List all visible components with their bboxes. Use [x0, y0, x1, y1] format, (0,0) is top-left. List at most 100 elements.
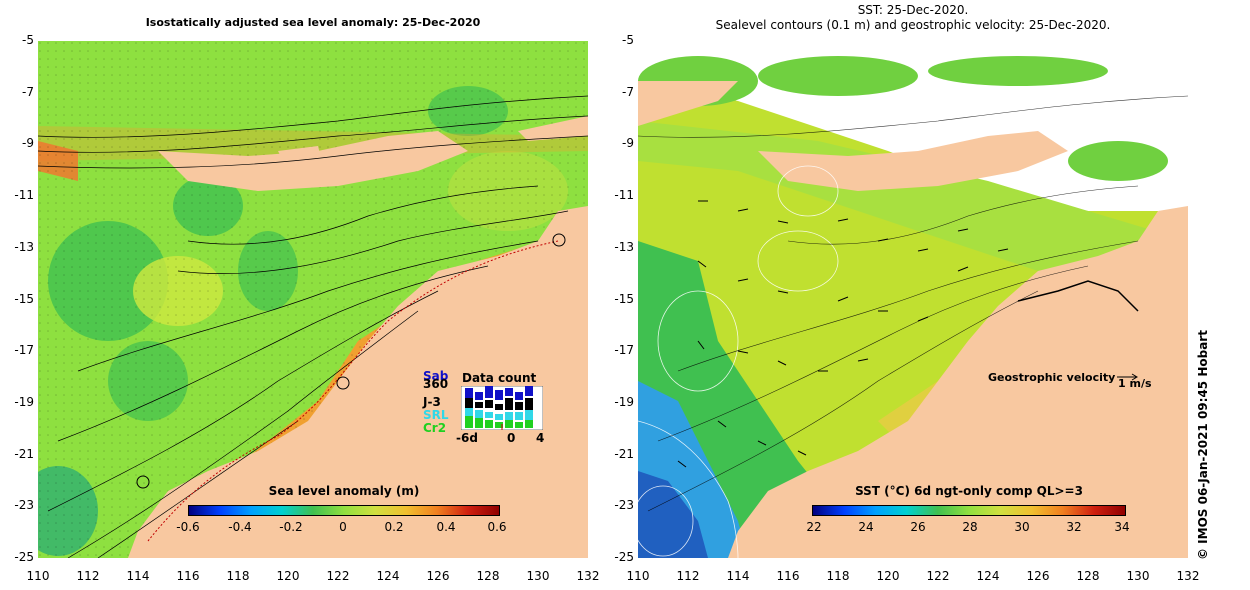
longitude-tick-label: 130: [526, 569, 550, 583]
legend-360: 360: [423, 377, 449, 391]
latitude-tick-label: -23: [614, 498, 634, 513]
longitude-tick-label: 114: [126, 569, 150, 583]
tide-gauge-site: [336, 376, 350, 390]
sla-cb-tick: -0.6: [176, 520, 200, 534]
tide-gauge-site: [136, 475, 150, 489]
longitude-tick-label: 118: [226, 569, 250, 583]
latitude-tick-label: -25: [14, 550, 34, 564]
latitude-tick-label: -17: [614, 343, 634, 358]
longitude-tick-label: 126: [426, 569, 450, 583]
legend-cr2: Cr2: [423, 421, 447, 435]
latitude-tick-label: -21: [614, 446, 634, 461]
land-australia: [728, 206, 1188, 558]
velocity-scale-arrow-icon: [1117, 373, 1138, 381]
data-count-bars: [461, 386, 543, 430]
longitude-tick-label: 122: [326, 569, 350, 583]
latitude-tick-label: -13: [614, 239, 634, 254]
legend-j3: J-3: [423, 395, 441, 409]
longitude-tick-label: 124: [976, 569, 1000, 583]
longitude-tick-label: 120: [876, 569, 900, 583]
latitude-tick-label: -11: [14, 188, 34, 203]
sealevel-contours: [638, 165, 839, 558]
right-title-line1: SST: 25-Dec-2020.: [857, 3, 969, 17]
latitude-tick-label: -13: [14, 239, 34, 254]
latitude-tick-label: -15: [14, 291, 34, 306]
sla-cb-tick: 0: [339, 520, 347, 534]
longitude-tick-label: 120: [276, 569, 300, 583]
longitude-tick-label: 128: [476, 569, 500, 583]
longitude-tick-label: 126: [1026, 569, 1050, 583]
right-panel-title: SST: 25-Dec-2020. Sealevel contours (0.1…: [638, 3, 1188, 33]
longitude-tick-label: 116: [176, 569, 200, 583]
longitude-tick-label: 116: [776, 569, 800, 583]
sst-map: [638, 41, 1188, 558]
velocity-arrows: [677, 200, 1009, 468]
latitude-tick-label: -17: [14, 343, 34, 358]
data-count-tick: -6d: [456, 431, 478, 445]
sla-cb-tick: -0.4: [228, 520, 252, 534]
latitude-tick-label: -15: [614, 291, 634, 306]
sla-colorbar: [188, 505, 500, 516]
longitude-tick-label: 122: [926, 569, 950, 583]
land-australia: [128, 206, 588, 558]
bathymetry-contours: [38, 95, 588, 558]
geostrophic-velocity-label: Geostrophic velocity: [988, 371, 1116, 384]
data-count-tick: 0: [507, 431, 516, 445]
sla-cb-tick: 0.6: [487, 520, 507, 534]
land-islands: [758, 131, 1068, 191]
sla-cb-tick: 0.4: [436, 520, 456, 534]
land-island: [518, 116, 588, 141]
legend-srl: SRL: [423, 408, 449, 422]
longitude-tick-label: 112: [76, 569, 100, 583]
bar-group: [465, 386, 533, 428]
latitude-tick-label: -7: [22, 84, 34, 99]
longitude-tick-label: 110: [26, 569, 50, 583]
sla-map: [38, 41, 588, 558]
legend-sab: Sab: [423, 369, 449, 383]
latitude-tick-label: -9: [22, 136, 34, 151]
longitude-tick-label: 130: [1126, 569, 1150, 583]
coast-dotted-line: [147, 240, 559, 542]
latitude-tick-label: -9: [622, 136, 634, 151]
tide-gauge-site: [552, 233, 566, 247]
left-panel-title: Isostatically adjusted sea level anomaly…: [145, 16, 481, 29]
sst-cb-tick: 24: [858, 520, 874, 534]
sst-colorbar-label: SST (°C) 6d ngt-only comp QL>=3: [855, 484, 1083, 498]
longitude-tick-label: 110: [626, 569, 650, 583]
latitude-tick-label: -19: [614, 394, 634, 409]
sst-map-canvas: [638, 41, 1188, 558]
land-island: [278, 146, 323, 171]
latitude-tick-label: -11: [614, 188, 634, 203]
longitude-tick-label: 112: [676, 569, 700, 583]
latitude-tick-label: -23: [14, 498, 34, 513]
sst-cb-tick: 26: [910, 520, 926, 534]
sla-colorbar-label: Sea level anomaly (m): [268, 484, 420, 498]
longitude-tick-label: 118: [826, 569, 850, 583]
right-title-line2: Sealevel contours (0.1 m) and geostrophi…: [715, 18, 1111, 32]
data-count-title: Data count: [462, 371, 537, 385]
longitude-tick-label: 132: [1176, 569, 1200, 583]
longitude-tick-label: 124: [376, 569, 400, 583]
longitude-tick-label: 114: [726, 569, 750, 583]
data-count-tick: 4: [536, 431, 545, 445]
sla-cb-tick: -0.2: [279, 520, 303, 534]
latitude-tick-label: -19: [14, 394, 34, 409]
imos-credit: © IMOS 06-Jan-2021 09:45 Hobart: [1196, 330, 1210, 560]
latitude-tick-label: -5: [622, 33, 634, 47]
sst-cb-tick: 28: [962, 520, 978, 534]
longitude-tick-label: 132: [576, 569, 600, 583]
latitude-tick-label: -5: [22, 33, 34, 47]
sst-colorbar: [812, 505, 1126, 516]
bathymetry-contours: [638, 95, 1188, 512]
latitude-tick-label: -21: [14, 446, 34, 461]
sla-cb-tick: 0.2: [384, 520, 404, 534]
sst-warm-streak: [878, 341, 968, 441]
sst-cb-tick: 34: [1114, 520, 1130, 534]
latitude-tick-label: -7: [622, 84, 634, 99]
latitude-tick-label: -25: [614, 550, 634, 564]
sla-map-canvas: [38, 41, 588, 558]
land-north: [638, 81, 738, 126]
sst-cb-tick: 22: [806, 520, 822, 534]
sst-cb-tick: 30: [1014, 520, 1030, 534]
velocity-scale-label: 1 m/s: [1118, 377, 1152, 390]
